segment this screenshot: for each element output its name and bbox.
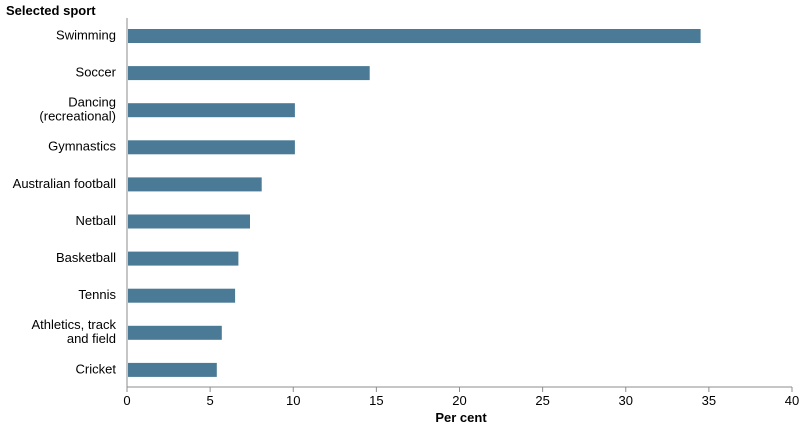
x-tick-label: 10: [286, 393, 300, 408]
x-tick-label: 15: [369, 393, 383, 408]
x-axis-title: Per cent: [435, 410, 487, 425]
bar: [128, 288, 236, 303]
category-label: Dancing: [68, 95, 116, 110]
bar: [128, 251, 239, 266]
category-label: (recreational): [39, 109, 116, 124]
x-tick-label: 30: [619, 393, 633, 408]
y-axis-title: Selected sport: [6, 3, 96, 18]
bars: [128, 29, 701, 377]
bar: [128, 214, 250, 229]
category-label: Cricket: [76, 361, 117, 376]
x-tick-label: 5: [207, 393, 214, 408]
x-tick-label: 40: [785, 393, 799, 408]
x-tick-label: 0: [123, 393, 130, 408]
category-label: Tennis: [78, 287, 116, 302]
bar: [128, 362, 217, 377]
bar: [128, 140, 295, 155]
category-label: Basketball: [56, 250, 116, 265]
bar: [128, 177, 262, 192]
category-label: Swimming: [56, 27, 116, 42]
category-label: Athletics, track: [31, 317, 116, 332]
bar: [128, 29, 701, 43]
category-label: Soccer: [76, 65, 117, 80]
x-axis-ticks: 0 5 10 15 20 25 30 35 40: [123, 387, 799, 408]
category-labels: Swimming Soccer Dancing(recreational) Gymna…: [13, 27, 117, 376]
x-tick-label: 35: [702, 393, 716, 408]
x-tick-label: 25: [535, 393, 549, 408]
bar: [128, 66, 370, 81]
bar: [128, 103, 295, 118]
category-label: and field: [67, 331, 116, 346]
category-label: Australian football: [13, 176, 116, 191]
x-tick-label: 20: [452, 393, 466, 408]
category-label: Gymnastics: [48, 139, 116, 154]
bar: [128, 325, 222, 340]
category-label: Netball: [76, 213, 117, 228]
